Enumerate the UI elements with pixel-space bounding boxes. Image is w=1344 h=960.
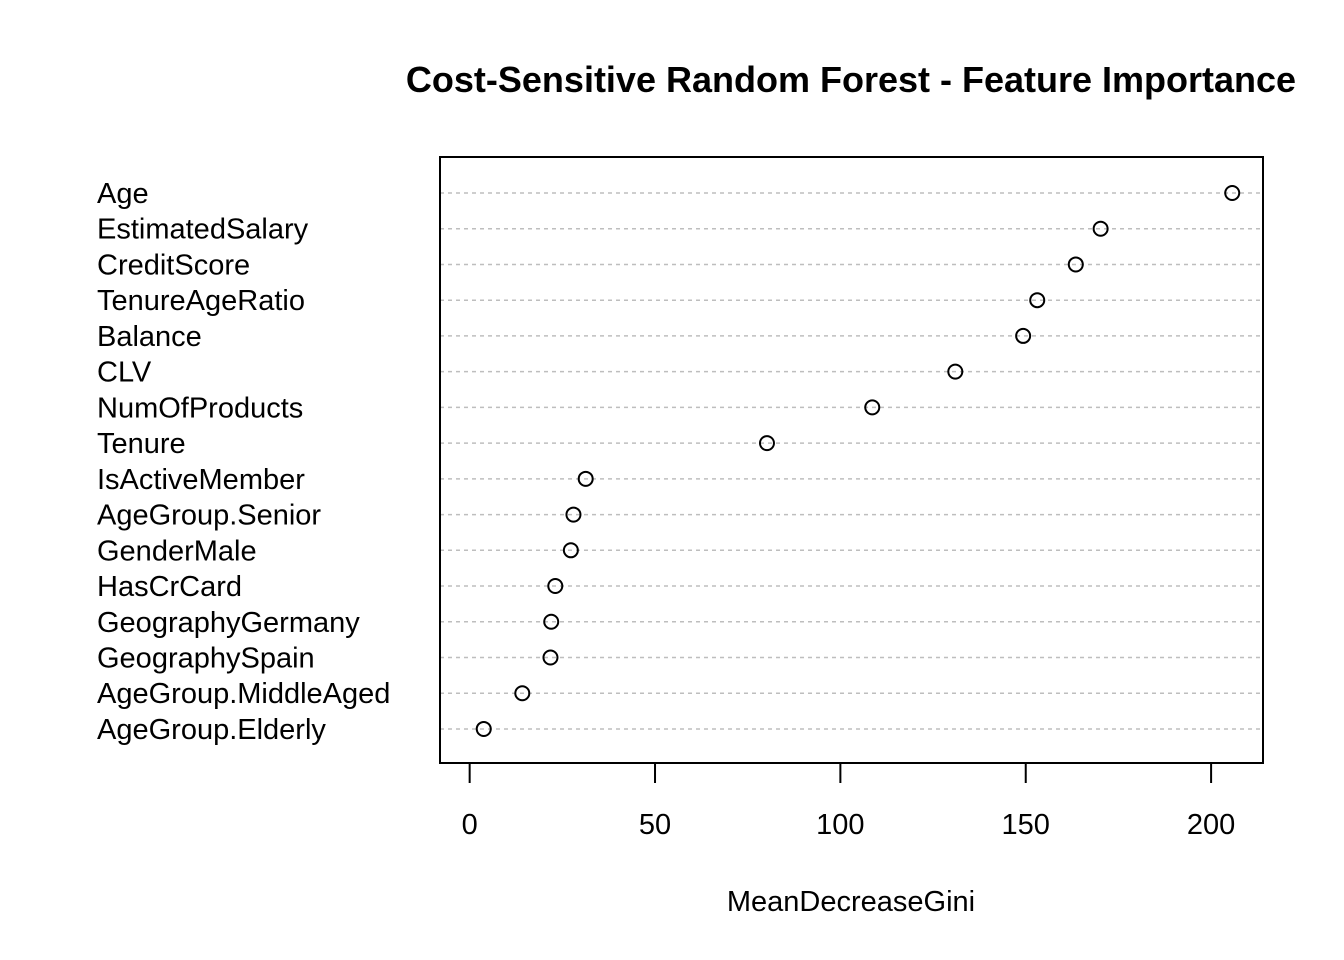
data-point xyxy=(514,685,531,702)
data-point xyxy=(1224,185,1241,201)
x-tick-label: 150 xyxy=(1002,809,1050,841)
x-tick-label: 200 xyxy=(1187,809,1235,841)
data-point xyxy=(565,506,582,523)
grid-lines xyxy=(440,192,1263,730)
category-label: Age xyxy=(97,178,149,210)
category-label: IsActiveMember xyxy=(97,464,305,496)
category-label: GeographyGermany xyxy=(97,607,360,639)
x-tick-label: 0 xyxy=(462,809,478,841)
data-point xyxy=(1092,220,1109,237)
data-point xyxy=(947,363,964,380)
category-label: TenureAgeRatio xyxy=(97,285,305,317)
chart-title: Cost-Sensitive Random Forest - Feature I… xyxy=(406,59,1296,100)
data-point xyxy=(1029,292,1046,309)
x-axis-ticks: 0 50 100 150 200 xyxy=(462,763,1235,841)
data-point xyxy=(1015,327,1032,344)
category-label: GeographySpain xyxy=(97,642,315,674)
x-tick-label: 50 xyxy=(639,809,671,841)
category-label: AgeGroup.Elderly xyxy=(97,714,326,746)
x-axis: 0 50 100 150 200 xyxy=(462,762,1235,841)
data-point xyxy=(577,470,594,487)
x-tick-label: 100 xyxy=(816,809,864,841)
category-label: NumOfProducts xyxy=(97,392,303,424)
data-point xyxy=(758,435,775,452)
data-point xyxy=(547,578,564,595)
category-label: EstimatedSalary xyxy=(97,214,309,246)
data-point xyxy=(542,649,559,666)
category-label: AgeGroup.Senior xyxy=(97,500,321,532)
data-point xyxy=(864,399,881,416)
data-points xyxy=(475,185,1241,737)
category-label: CLV xyxy=(97,357,152,389)
data-point xyxy=(543,613,560,630)
data-point xyxy=(475,720,492,737)
category-label: AgeGroup.MiddleAged xyxy=(97,678,390,710)
x-axis-title: MeanDecreaseGini xyxy=(727,886,975,918)
category-label: CreditScore xyxy=(97,249,250,281)
data-point xyxy=(1067,256,1084,273)
category-label: Tenure xyxy=(97,428,186,460)
category-label: Balance xyxy=(97,321,202,353)
category-label: HasCrCard xyxy=(97,571,242,603)
plot-frame xyxy=(439,156,1264,764)
category-label: GenderMale xyxy=(97,535,257,567)
data-point xyxy=(562,542,579,559)
